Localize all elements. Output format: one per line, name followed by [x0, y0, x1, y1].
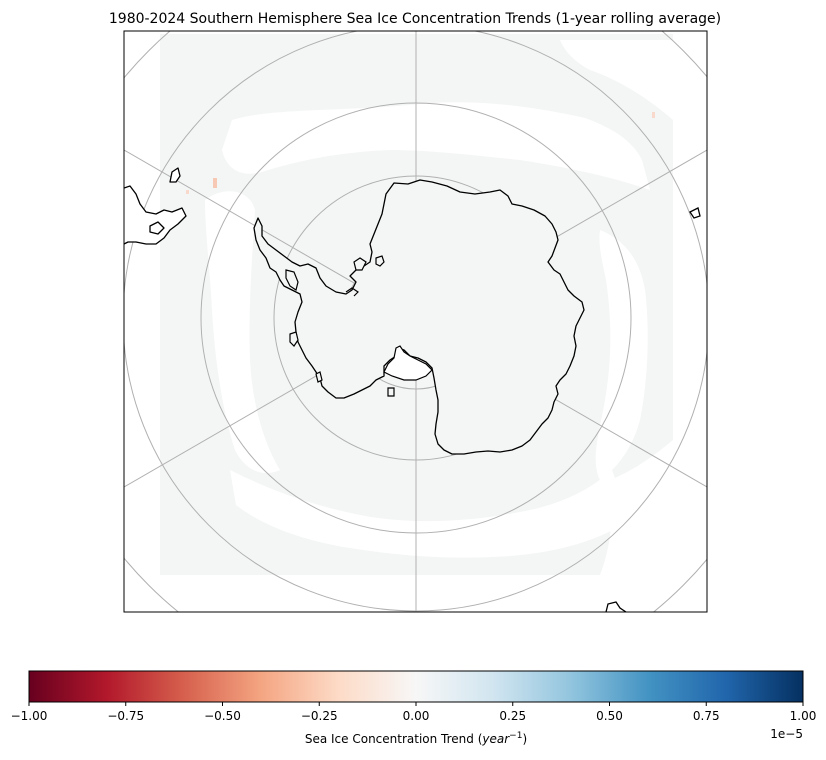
open-water-gap-west [205, 191, 280, 474]
colorbar-tick-label: 1.00 [790, 709, 817, 723]
south-america-landmass [124, 185, 187, 245]
new-zealand-coast [605, 601, 627, 612]
open-water-gap-east [595, 230, 648, 480]
map-axes [123, 30, 708, 613]
trend-speckle [652, 112, 655, 118]
colorbar-label-math: year [481, 732, 510, 746]
map-frame [123, 30, 708, 613]
trend-speckle [186, 190, 189, 194]
figure-title: 1980-2024 Southern Hemisphere Sea Ice Co… [109, 11, 721, 27]
falkland-island [169, 167, 181, 183]
open-water-gap-ne-corner [560, 40, 673, 120]
ronne-ice-inlet [345, 287, 359, 297]
small-island [387, 387, 395, 397]
colorbar-ticks: −1.00 −0.75 −0.50 −0.25 0.00 0.25 0.50 0.75 1.00 [11, 702, 817, 723]
small-island [315, 371, 323, 383]
colorbar-tick-label: −1.00 [11, 709, 48, 723]
weddell-island [353, 257, 367, 271]
colorbar-tick-label: 0.50 [596, 709, 623, 723]
south-america-coast [124, 167, 187, 245]
tierra-del-fuego [149, 221, 165, 235]
colorbar-offset-exp: −5 [785, 727, 803, 741]
open-water-gap-se-corner [600, 440, 673, 575]
colorbar: −1.00 −0.75 −0.50 −0.25 0.00 0.25 0.50 0.75 1.00… [11, 670, 817, 746]
colorbar-label: Sea Ice Concentration Trend (year−1) [305, 731, 527, 746]
colorbar-tick-label: −0.25 [301, 709, 338, 723]
colorbar-tick-label: 0.25 [499, 709, 526, 723]
trend-speckle [213, 178, 217, 188]
antarctica-continent [253, 179, 585, 455]
berkner-island [375, 255, 385, 267]
colorbar-offset-text: 1e−5 [770, 727, 803, 741]
colorbar-tick-label: −0.75 [107, 709, 144, 723]
colorbar-tick-label: −0.50 [204, 709, 241, 723]
alexander-island [285, 269, 299, 291]
colorbar-gradient [28, 670, 804, 703]
colorbar-offset-base: 1e [770, 727, 785, 741]
open-water-gap-north [222, 102, 650, 190]
colorbar-tick-label: 0.00 [403, 709, 430, 723]
antarctica-landmass [253, 179, 585, 455]
colorbar-label-suffix: ) [522, 732, 527, 746]
ross-ice-notch [383, 345, 433, 381]
southern-ocean-islet [689, 207, 701, 219]
colorbar-tick-label: 0.75 [693, 709, 720, 723]
colorbar-label-exp: −1 [509, 731, 522, 741]
open-water-gap-south [230, 470, 630, 558]
colorbar-label-prefix: Sea Ice Concentration Trend ( [305, 732, 483, 746]
thurston-island [289, 331, 299, 347]
